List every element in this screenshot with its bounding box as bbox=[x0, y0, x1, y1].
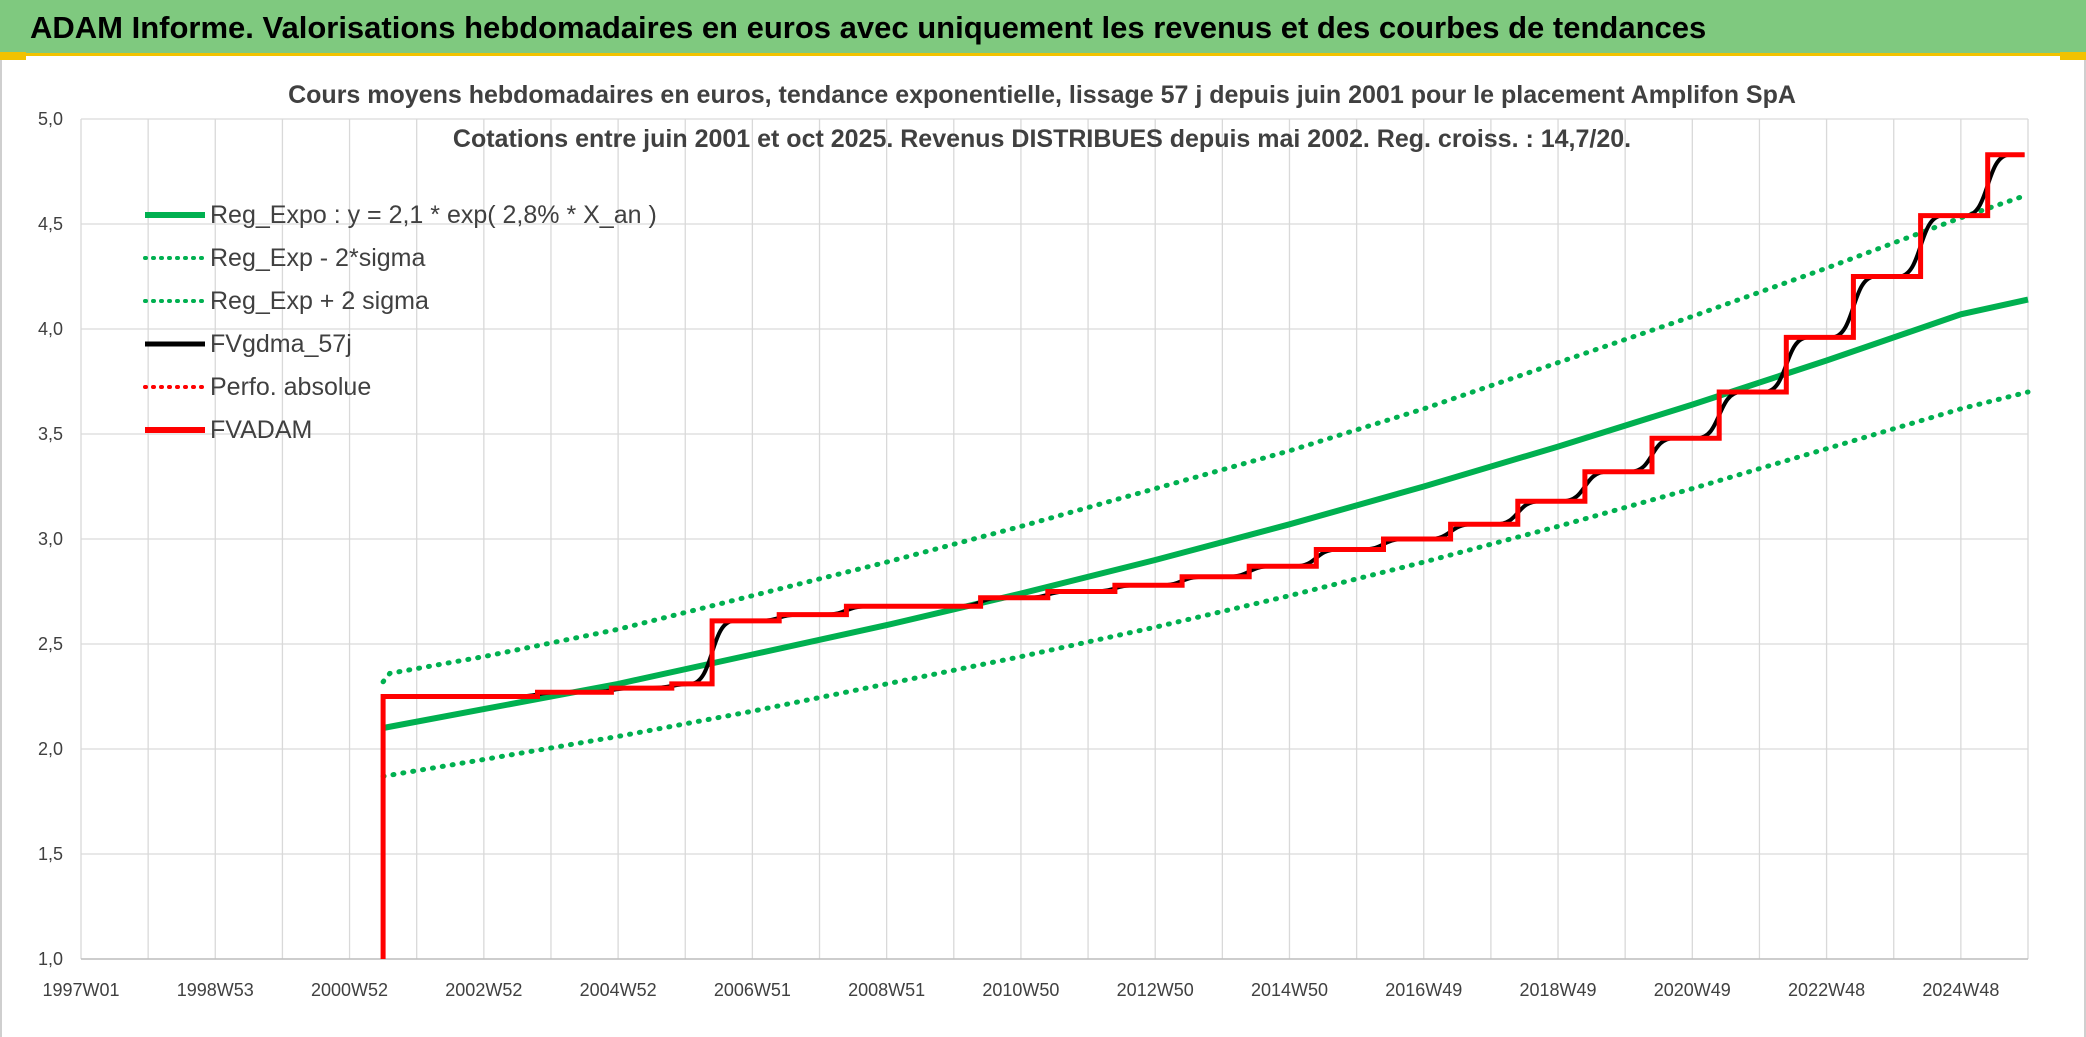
header-banner: ADAM Informe. Valorisations hebdomadaire… bbox=[0, 0, 2086, 56]
page-title: ADAM Informe. Valorisations hebdomadaire… bbox=[30, 10, 1707, 45]
x-tick-label: 2008W51 bbox=[848, 980, 925, 1000]
x-tick-label: 2004W52 bbox=[580, 980, 657, 1000]
x-tick-label: 2002W52 bbox=[445, 980, 522, 1000]
x-tick-label: 1997W01 bbox=[42, 980, 119, 1000]
series-reg-exp-plus-2sigma bbox=[380, 192, 2031, 685]
legend-label: FVgdma_57j bbox=[210, 330, 352, 358]
series-layer bbox=[380, 152, 2031, 959]
series-fvgdma-57j bbox=[383, 152, 2025, 699]
chart-frame: 1,0 1,5 2,0 2,5 3,0 3,5 4,0 4,5 5,0 1997W01 1998W5… bbox=[0, 60, 2086, 1037]
x-tick-label: 2000W52 bbox=[311, 980, 388, 1000]
y-tick-label: 1,5 bbox=[38, 844, 63, 864]
y-tick-label: 2,5 bbox=[38, 634, 63, 654]
y-tick-label: 3,0 bbox=[38, 529, 63, 549]
x-tick-label: 1998W53 bbox=[177, 980, 254, 1000]
series-fvadam bbox=[380, 152, 2025, 959]
series-reg-expo bbox=[382, 296, 2029, 731]
chart-title-line2: Cotations entre juin 2001 et oct 2025. R… bbox=[453, 125, 1631, 153]
legend-label: Reg_Exp - 2*sigma bbox=[210, 244, 425, 272]
corner-accent-right bbox=[2060, 52, 2086, 60]
x-tick-label: 2006W51 bbox=[714, 980, 791, 1000]
y-tick-label: 4,5 bbox=[38, 214, 63, 234]
y-tick-label: 2,0 bbox=[38, 739, 63, 759]
x-tick-label: 2022W48 bbox=[1788, 980, 1865, 1000]
y-tick-label: 1,0 bbox=[38, 949, 63, 969]
x-tick-label: 2010W50 bbox=[982, 980, 1059, 1000]
x-tick-label: 2024W48 bbox=[1922, 980, 1999, 1000]
x-tick-label: 2014W50 bbox=[1251, 980, 1328, 1000]
legend-label: Reg_Exp + 2 sigma bbox=[210, 287, 429, 315]
legend-label: Perfo. absolue bbox=[210, 373, 371, 401]
y-tick-label: 3,5 bbox=[38, 424, 63, 444]
legend-label: FVADAM bbox=[210, 416, 312, 444]
x-tick-label: 2016W49 bbox=[1385, 980, 1462, 1000]
x-tick-label: 2020W49 bbox=[1654, 980, 1731, 1000]
y-tick-label: 5,0 bbox=[38, 109, 63, 129]
x-tick-label: 2018W49 bbox=[1520, 980, 1597, 1000]
corner-accent-left bbox=[0, 52, 26, 60]
chart-title-line1: Cours moyens hebdomadaires en euros, ten… bbox=[288, 81, 1796, 109]
y-tick-label: 4,0 bbox=[38, 319, 63, 339]
axis-layer: 1,0 1,5 2,0 2,5 3,0 3,5 4,0 4,5 5,0 1997W01 1998W5… bbox=[38, 109, 2028, 1000]
series-reg-exp-minus-2sigma bbox=[380, 389, 2031, 779]
x-tick-label: 2012W50 bbox=[1117, 980, 1194, 1000]
chart: 1,0 1,5 2,0 2,5 3,0 3,5 4,0 4,5 5,0 1997W01 1998W5… bbox=[38, 81, 2031, 1000]
legend: Reg_Expo : y = 2,1 * exp( 2,8% * X_an ) R… bbox=[143, 201, 657, 444]
legend-label: Reg_Expo : y = 2,1 * exp( 2,8% * X_an ) bbox=[210, 201, 657, 229]
